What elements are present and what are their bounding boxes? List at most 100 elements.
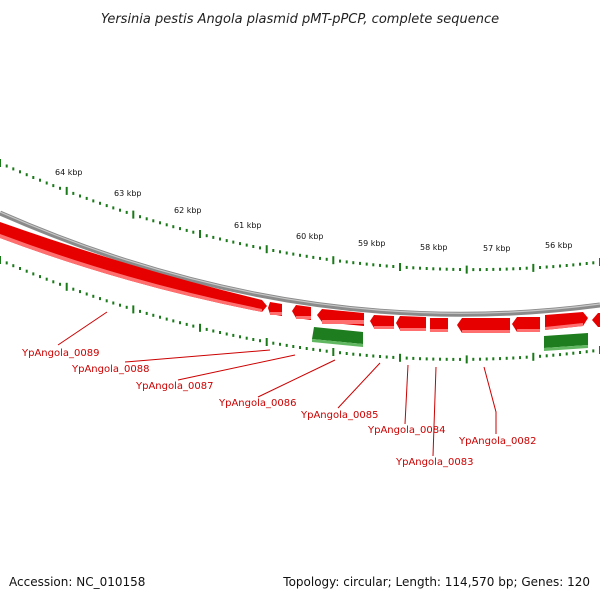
inner-scale-minor-tick	[52, 280, 55, 284]
outer-scale-minor-tick	[119, 208, 121, 212]
gene-bar-0086-reverse[interactable]	[312, 327, 363, 344]
inner-scale-minor-tick	[379, 355, 381, 358]
gene-label-leaders	[57, 311, 497, 457]
outer-scale-minor-tick	[425, 267, 428, 270]
outer-scale-minor-tick	[379, 263, 381, 267]
outer-scale-minor-tick	[179, 227, 181, 231]
gene-arrow-0085[interactable]	[370, 315, 394, 329]
outer-scale-minor-tick	[432, 267, 435, 271]
inner-scale-minor-tick	[252, 338, 255, 341]
gene-arrow-0089[interactable]	[0, 222, 267, 312]
leader-0084	[404, 364, 409, 425]
inner-scale-major-tick	[332, 348, 335, 356]
outer-scale-minor-tick	[392, 265, 395, 268]
leader-0083	[432, 366, 437, 457]
outer-scale-minor-tick	[545, 265, 548, 269]
outer-scale-minor-tick	[212, 235, 215, 239]
scale-label-60: 60 kbp	[296, 232, 324, 241]
outer-scale-minor-tick	[225, 239, 228, 243]
outer-scale-minor-tick	[585, 262, 588, 265]
inner-scale-minor-tick	[319, 348, 321, 352]
inner-scale-minor-tick	[125, 305, 128, 309]
scale-label-62: 62 kbp	[174, 206, 202, 215]
inner-scale-minor-tick	[479, 357, 481, 361]
outer-scale-minor-tick	[259, 246, 261, 250]
inner-scale-minor-tick	[212, 329, 215, 333]
inner-scale-minor-tick	[345, 352, 348, 355]
gene-arrow-0081[interactable]	[512, 317, 540, 332]
inner-scale-minor-tick	[412, 356, 415, 360]
plasmid-backbone	[0, 210, 600, 317]
outer-scale-major-tick	[465, 265, 468, 274]
inner-scale-minor-tick	[19, 267, 21, 270]
outer-scale-minor-tick	[39, 178, 41, 182]
inner-scale-minor-tick	[92, 294, 95, 298]
inner-scale-minor-tick	[139, 309, 141, 313]
outer-scale-major-tick	[399, 263, 401, 271]
gene-arrow-0084[interactable]	[396, 316, 426, 331]
inner-scale-major-tick	[532, 352, 535, 361]
inner-scale-minor-tick	[305, 347, 308, 350]
outer-scale-minor-tick	[459, 268, 461, 271]
inner-scale-minor-tick	[45, 277, 48, 281]
outer-scale-minor-tick	[299, 253, 301, 257]
scale-label-58: 58 kbp	[420, 243, 448, 252]
inner-scale-minor-tick	[285, 343, 288, 347]
inner-scale-minor-tick	[439, 357, 441, 361]
gene-arrow-0079[interactable]	[592, 313, 600, 327]
outer-scale-minor-tick	[165, 223, 168, 227]
outer-scale-minor-tick	[99, 201, 101, 205]
outer-scale-minor-tick	[279, 250, 281, 254]
inner-scale-minor-tick	[405, 356, 408, 360]
outer-scale-major-tick	[0, 159, 1, 167]
plasmid-backbone-highlight	[0, 211, 600, 314]
gene-label-0085[interactable]: YpAngola_0085	[300, 410, 378, 421]
outer-scale-minor-tick	[359, 261, 361, 265]
outer-scale-minor-tick	[592, 261, 595, 265]
inner-scale-minor-tick	[445, 357, 448, 361]
inner-scale-minor-tick	[185, 322, 188, 326]
outer-scale-minor-tick	[52, 184, 55, 188]
gene-label-0088[interactable]: YpAngola_0088	[71, 364, 149, 375]
inner-scale-minor-tick	[492, 357, 495, 361]
scale-label-61: 61 kbp	[234, 221, 262, 230]
inner-scale-minor-tick	[245, 336, 248, 340]
gene-label-0083[interactable]: YpAngola_0083	[395, 457, 473, 468]
reverse-strand-genes	[312, 327, 588, 351]
outer-scale-minor-tick	[439, 267, 441, 271]
inner-scale-minor-tick	[79, 290, 81, 294]
leader-0089	[57, 311, 108, 346]
gene-bar-reverse-right[interactable]	[544, 333, 588, 348]
inner-scale-minor-tick	[559, 353, 561, 357]
inner-scale-minor-tick	[485, 357, 488, 361]
outer-scale-minor-tick	[352, 261, 355, 265]
inner-scale-minor-tick	[539, 354, 541, 358]
inner-scale-minor-tick	[159, 315, 161, 319]
outer-scale-major-tick	[132, 210, 135, 219]
gene-label-0082[interactable]: YpAngola_0082	[458, 436, 536, 447]
inner-scale-minor-tick	[145, 311, 148, 315]
inner-scale-minor-tick	[72, 287, 75, 291]
inner-scale-minor-tick	[192, 324, 195, 328]
gene-label-0084[interactable]: YpAngola_0084	[367, 425, 445, 436]
gene-arrow-0082[interactable]	[457, 318, 510, 333]
inner-scale-ticks	[0, 256, 600, 364]
inner-scale-minor-tick	[552, 353, 555, 357]
outer-scale-minor-tick	[45, 181, 48, 185]
gene-label-0087[interactable]: YpAngola_0087	[135, 381, 213, 392]
inner-scale-major-tick	[132, 305, 135, 314]
outer-scale-minor-tick	[152, 219, 155, 223]
gene-arrow-0083[interactable]	[430, 318, 448, 332]
gene-label-0089[interactable]: YpAngola_0089	[21, 348, 99, 359]
inner-scale-minor-tick	[472, 357, 475, 361]
inner-scale-minor-tick	[425, 357, 428, 361]
outer-scale-minor-tick	[145, 217, 148, 221]
inner-scale-minor-tick	[419, 357, 421, 361]
scale-label-63: 63 kbp	[114, 189, 142, 198]
outer-scale-minor-tick	[125, 210, 128, 214]
gene-label-0086[interactable]: YpAngola_0086	[218, 398, 296, 409]
outer-scale-minor-tick	[385, 264, 388, 268]
inner-scale-minor-tick	[352, 352, 355, 356]
outer-scale-minor-tick	[559, 264, 561, 268]
